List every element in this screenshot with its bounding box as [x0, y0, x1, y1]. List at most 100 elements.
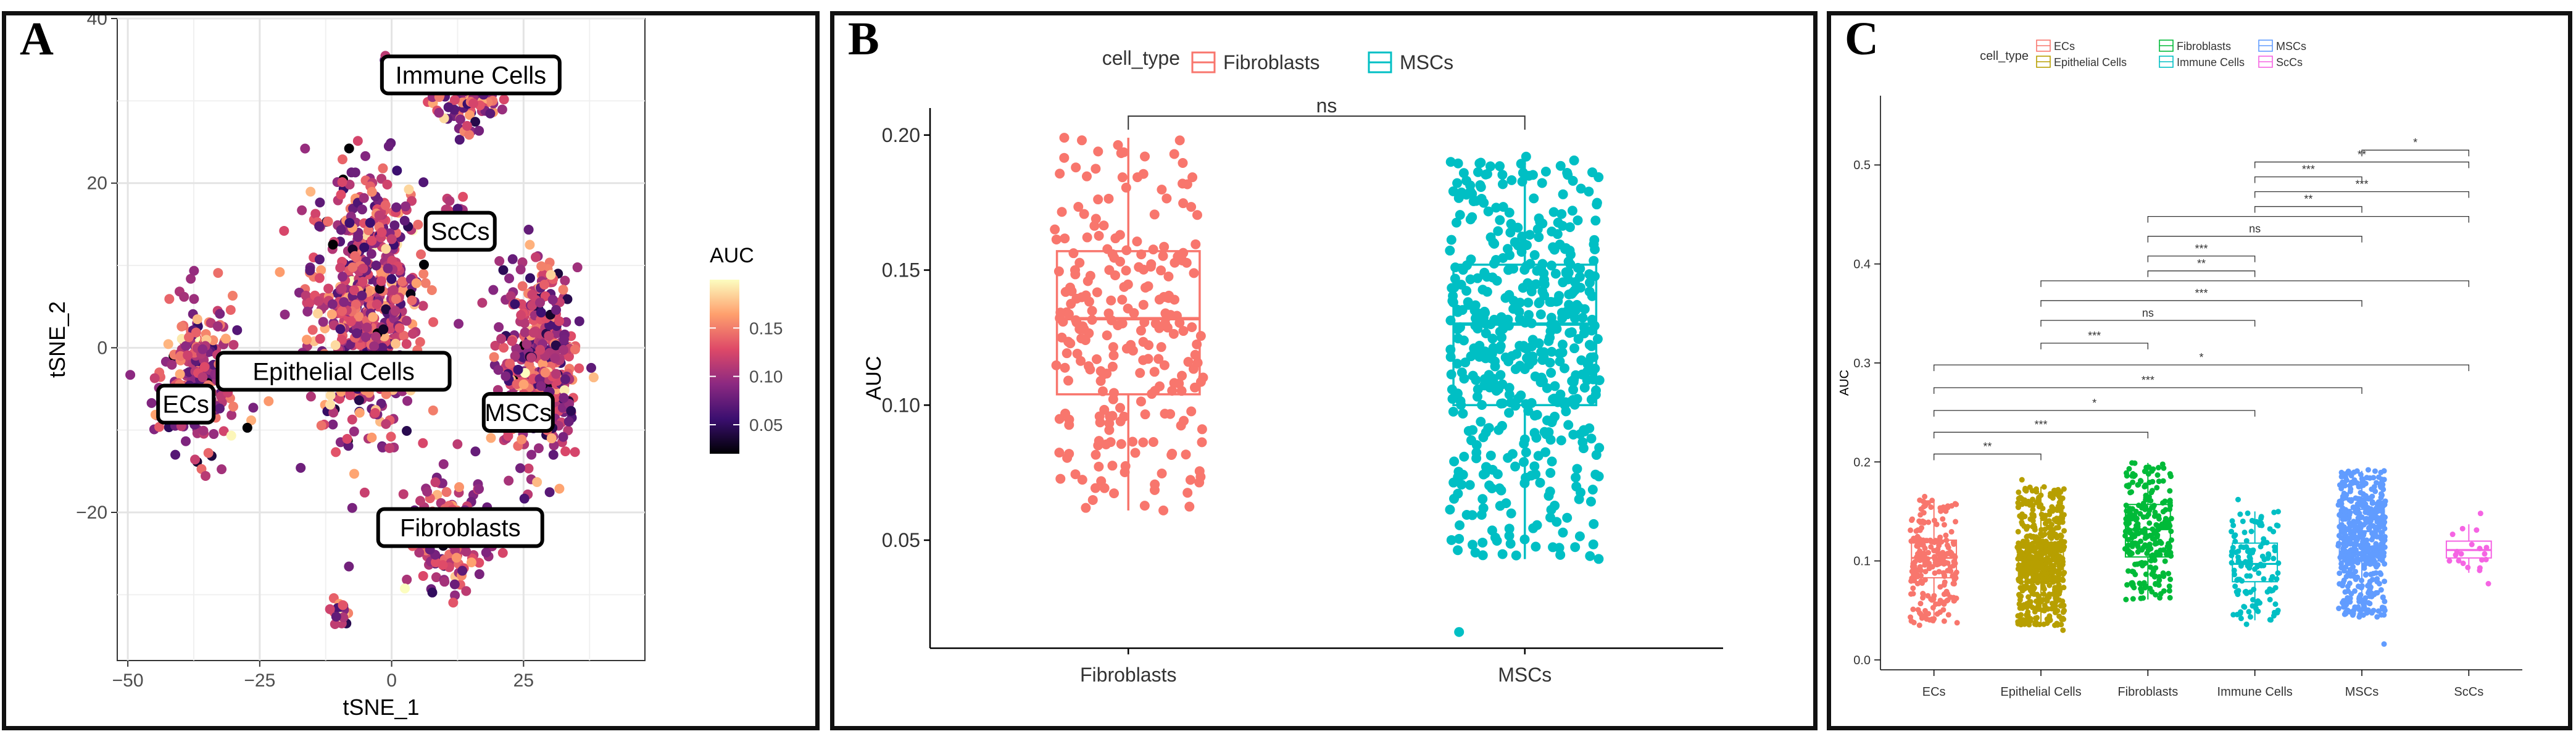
data-point: [517, 434, 527, 444]
data-point: [1138, 299, 1149, 310]
data-point: [1943, 559, 1949, 565]
data-point: [2151, 557, 2158, 563]
data-point: [1115, 403, 1126, 413]
data-point: [1948, 528, 1955, 535]
data-point: [370, 332, 381, 342]
data-point: [2367, 561, 2373, 567]
data-point: [2362, 516, 2369, 522]
data-point: [2230, 522, 2237, 528]
data-point: [1465, 180, 1476, 191]
data-point: [1458, 470, 1468, 480]
data-point: [427, 587, 438, 598]
data-point: [1535, 477, 1545, 488]
data-point: [2338, 485, 2345, 491]
data-point: [1537, 355, 1548, 365]
bracket-line: [2040, 280, 2469, 287]
data-point: [1162, 322, 1173, 333]
data-point: [2377, 544, 2383, 551]
data-point: [535, 344, 546, 355]
data-point: [1445, 157, 1456, 167]
data-point: [2126, 465, 2132, 472]
data-point: [2142, 561, 2148, 567]
data-point: [1921, 519, 1927, 525]
data-point: [218, 426, 229, 436]
data-point: [353, 232, 364, 242]
data-point: [2141, 580, 2147, 586]
data-point: [2359, 535, 2366, 541]
data-point: [536, 261, 547, 272]
data-point: [1544, 491, 1554, 501]
data-point: [1584, 186, 1594, 197]
data-point: [1156, 342, 1166, 352]
points-mscs: [1445, 151, 1605, 637]
y-tick-label: 20: [87, 173, 107, 194]
data-point: [365, 217, 375, 228]
data-point: [2362, 494, 2369, 500]
data-point: [2232, 583, 2238, 590]
data-point: [367, 186, 377, 197]
data-point: [1505, 227, 1516, 238]
data-point: [1197, 437, 1207, 448]
data-point: [1929, 564, 1935, 570]
data-point: [1564, 289, 1574, 299]
data-point: [1548, 207, 1559, 217]
data-point: [507, 336, 517, 346]
data-point: [1077, 135, 1087, 146]
data-point: [504, 475, 514, 486]
data-point: [1917, 564, 1923, 570]
bracket-line: [2147, 236, 2362, 243]
data-point: [1085, 270, 1095, 281]
data-point: [1119, 411, 1129, 422]
data-point: [518, 379, 529, 390]
data-point: [1121, 343, 1132, 354]
data-point: [1571, 370, 1581, 380]
data-point: [232, 325, 243, 335]
data-point: [2373, 590, 2379, 596]
data-point: [2035, 499, 2041, 506]
data-point: [1467, 510, 1477, 520]
data-point: [2381, 605, 2387, 611]
data-point: [2033, 535, 2039, 541]
data-point: [1456, 367, 1467, 378]
data-point: [357, 290, 367, 301]
data-point: [1165, 409, 1176, 419]
data-point: [175, 351, 186, 361]
data-point: [2339, 471, 2345, 477]
data-point: [2353, 509, 2359, 515]
data-point: [2021, 621, 2027, 627]
data-point: [1454, 627, 1465, 637]
data-point: [1569, 302, 1579, 312]
data-point: [228, 401, 239, 412]
data-point: [2356, 596, 2362, 602]
data-point: [1192, 210, 1202, 220]
data-point: [1059, 133, 1070, 143]
data-point: [1527, 341, 1537, 352]
data-point: [485, 108, 496, 119]
data-point: [2338, 564, 2345, 570]
data-point: [452, 439, 463, 449]
data-point: [2061, 570, 2067, 576]
data-point: [359, 487, 370, 498]
data-point: [1579, 328, 1589, 339]
data-point: [1558, 527, 1568, 538]
data-point: [1148, 244, 1158, 255]
data-point: [1916, 622, 1922, 628]
bracket-line: [1934, 432, 2148, 439]
data-point: [184, 332, 194, 343]
data-point: [457, 565, 468, 576]
data-point: [2361, 565, 2367, 571]
data-point: [2449, 532, 2456, 538]
data-point: [2156, 574, 2163, 580]
data-point: [1586, 433, 1597, 444]
data-point: [499, 343, 509, 353]
data-point: [1510, 364, 1521, 374]
data-point: [2342, 548, 2348, 554]
data-point: [328, 240, 338, 250]
significance-bracket: *: [1934, 397, 2256, 417]
data-point: [2372, 488, 2379, 494]
data-point: [1536, 347, 1547, 357]
data-point: [1942, 579, 1948, 585]
data-point: [418, 177, 429, 188]
data-point: [1552, 517, 1562, 527]
data-point: [2352, 588, 2358, 594]
